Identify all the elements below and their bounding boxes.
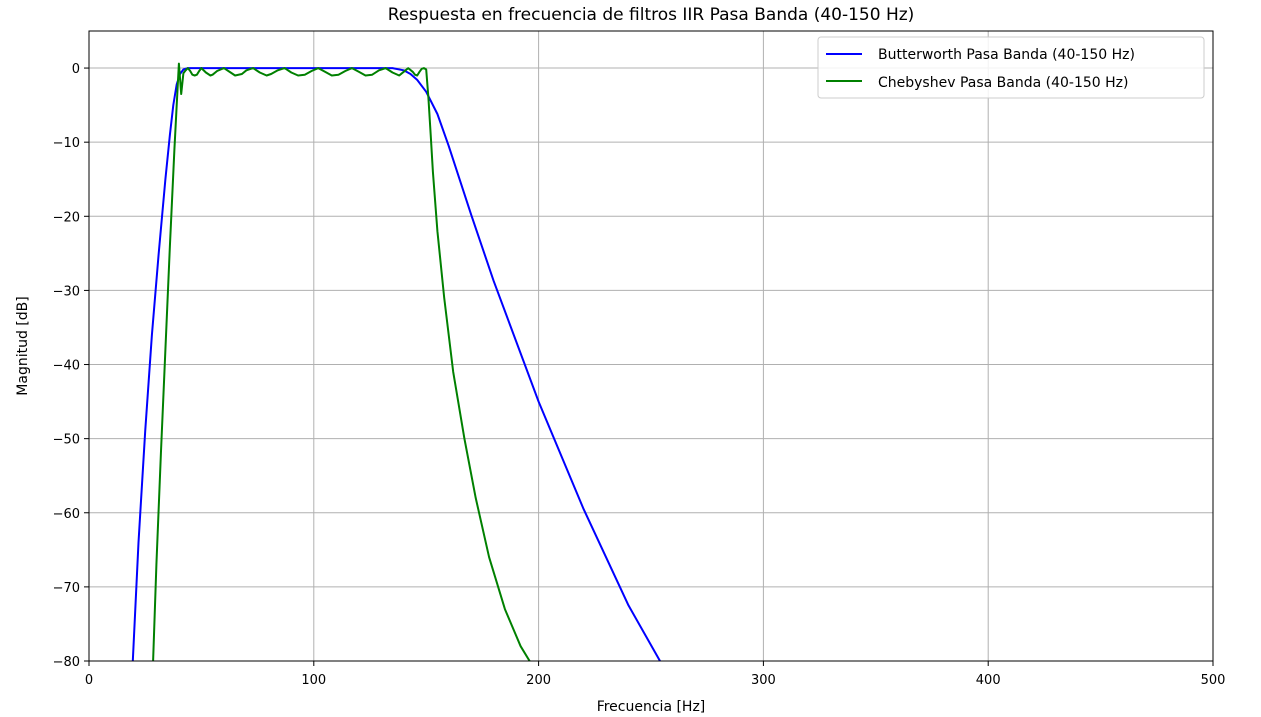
plot-frame [88,30,1214,662]
chart-title: Respuesta en frecuencia de filtros IIR P… [388,5,915,25]
y-tick-label: −30 [53,284,80,299]
y-tick-label: 0 [72,62,80,77]
x-tick-label: 0 [85,673,93,688]
y-tick-label: −70 [53,581,80,596]
legend-box [817,36,1205,99]
x-tick-label: 100 [301,673,326,688]
legend: Butterworth Pasa Banda (40-150 Hz) Cheby… [817,36,1205,99]
y-tick-label: −10 [53,136,80,151]
x-axis-label: Frecuencia [Hz] [597,699,706,715]
y-tick-label: −50 [53,433,80,448]
x-tick-label: 500 [1201,673,1226,688]
y-tick-label: −80 [53,655,80,670]
legend-label-chebyshev: Chebyshev Pasa Banda (40-150 Hz) [878,75,1128,91]
legend-label-butterworth: Butterworth Pasa Banda (40-150 Hz) [878,47,1135,63]
y-tick-label: −40 [53,359,80,374]
series-line-butterworth [131,67,661,661]
y-axis-label: Magnitud [dB] [15,296,31,395]
plot-area [131,62,661,661]
series-line-chebyshev [152,62,531,661]
axes: 0 100 200 300 400 500 0 −10 −20 −30 −40 −50 −60 −70 −8… [53,62,1226,688]
y-tick-label: −20 [53,210,80,225]
y-tick-label: −60 [53,507,80,522]
x-tick-label: 300 [751,673,776,688]
x-tick-label: 400 [976,673,1001,688]
x-tick-label: 200 [526,673,551,688]
